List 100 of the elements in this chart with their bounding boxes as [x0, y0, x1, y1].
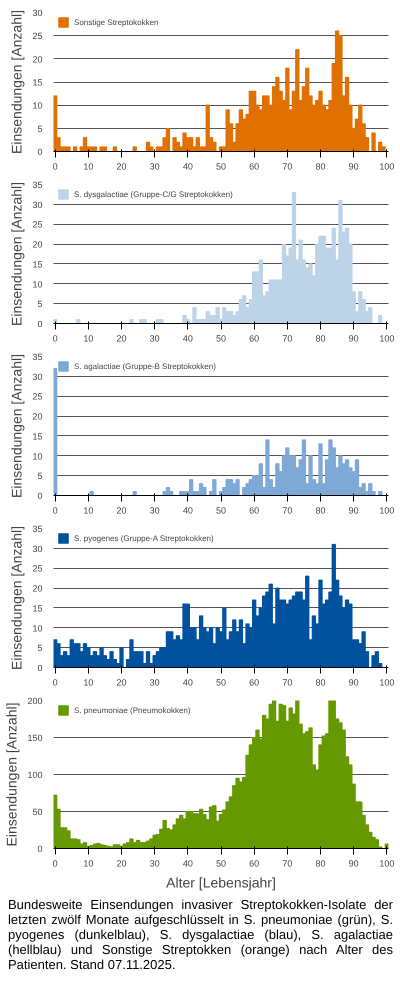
- x-tick-label: 100: [379, 334, 394, 344]
- y-tick-label: 10: [32, 100, 43, 111]
- x-tick-label: 90: [348, 334, 359, 344]
- y-axis-title: Einsendungen [Anzahl]: [8, 354, 24, 498]
- legend-label: S. agalactiae (Gruppe-B Streptokokken): [74, 362, 216, 370]
- y-tick-label: 0: [37, 663, 43, 673]
- x-tick-label: 30: [150, 506, 160, 516]
- y-axis-title: Einsendungen [Anzahl]: [8, 526, 24, 670]
- x-tick-label: 70: [282, 858, 292, 868]
- x-tick-label: 10: [83, 678, 94, 688]
- y-axis-title: Einsendungen [Anzahl]: [3, 702, 20, 846]
- y-tick-label: 15: [32, 603, 43, 614]
- y-tick-label: 50: [32, 807, 43, 817]
- x-tick-label: 10: [83, 162, 94, 172]
- x-tick-label: 90: [348, 506, 359, 516]
- x-tick-label: 50: [216, 678, 226, 688]
- y-tick-label: 0: [37, 491, 43, 501]
- x-tick-label: 100: [379, 678, 394, 688]
- y-tick-label: 25: [32, 220, 43, 230]
- y-tick-label: 20: [32, 240, 43, 250]
- x-tick-label: 20: [116, 506, 127, 516]
- x-tick-label: 50: [216, 506, 226, 516]
- x-tick-label: 40: [182, 162, 193, 172]
- y-tick-label: 150: [27, 733, 43, 743]
- y-tick-label: 20: [32, 412, 43, 422]
- x-tick-label: 60: [249, 678, 260, 688]
- y-tick-label: 0: [37, 319, 43, 329]
- y-tick-label: 35: [32, 352, 43, 362]
- y-tick-label: 30: [32, 200, 43, 210]
- y-tick-label: 15: [32, 431, 43, 442]
- y-tick-label: 100: [27, 770, 43, 780]
- legend-label: Sonstige Streptokokken: [74, 18, 158, 26]
- x-tick-label: 10: [83, 506, 94, 516]
- x-tick-label: 20: [116, 858, 127, 868]
- y-tick-label: 5: [37, 643, 43, 654]
- x-tick-label: 80: [316, 506, 326, 516]
- legend-label: S. pyogenes (Gruppe-A Streptokokken): [74, 534, 214, 542]
- x-tick-label: 80: [316, 334, 326, 344]
- x-tick-label: 70: [282, 162, 292, 172]
- x-tick-label: 70: [282, 334, 292, 344]
- x-tick-label: 60: [249, 334, 260, 344]
- y-tick-label: 10: [32, 279, 43, 290]
- x-tick-label: 70: [282, 678, 292, 688]
- y-tick-label: 25: [32, 31, 43, 42]
- x-tick-label: 100: [379, 162, 394, 172]
- x-tick-label: 0: [52, 334, 58, 344]
- x-tick-label: 40: [182, 858, 193, 868]
- x-tick-label: 0: [52, 506, 58, 516]
- x-tick-label: 0: [52, 162, 58, 172]
- x-tick-label: 80: [316, 858, 326, 868]
- x-tick-label: 80: [316, 162, 326, 172]
- x-tick-label: 20: [116, 334, 127, 344]
- x-tick-label: 70: [282, 506, 292, 516]
- x-tick-label: 10: [83, 858, 94, 868]
- x-axis-title: Alter [Lebensjahr]: [166, 874, 276, 890]
- y-tick-label: 200: [27, 696, 43, 706]
- x-tick-label: 40: [182, 506, 193, 516]
- x-tick-label: 30: [150, 678, 160, 688]
- y-tick-label: 5: [37, 124, 43, 134]
- text: Bundesweite Einsendungen invasiver Streptokokken-Isolate der letzten zwölf Monate aufgeschlüsselt in S. pneumoniae (grün), S. pyogenes (dunkelblau), S. dysgalactiae (blau), S. agalactiae (hellblau) und Sonstige Streptokken (orange) nach Alter des Patienten. Stand 07.11.2025.: [8, 897, 393, 973]
- x-tick-label: 50: [216, 162, 226, 172]
- y-tick-label: 35: [32, 180, 43, 190]
- y-tick-label: 5: [37, 299, 43, 310]
- legend-label: S. pneumoniae (Pneumokokken): [74, 706, 191, 714]
- y-tick-label: 0: [37, 844, 43, 854]
- x-tick-label: 20: [116, 162, 127, 172]
- y-tick-label: 30: [32, 372, 43, 382]
- x-tick-label: 40: [182, 334, 193, 344]
- x-tick-label: 90: [348, 678, 359, 688]
- y-tick-label: 0: [37, 147, 43, 157]
- x-tick-label: 50: [216, 334, 226, 344]
- x-tick-label: 30: [150, 334, 160, 344]
- y-tick-label: 10: [32, 451, 43, 462]
- y-tick-label: 25: [32, 392, 43, 402]
- x-tick-label: 30: [150, 858, 160, 868]
- x-tick-label: 80: [316, 678, 326, 688]
- x-tick-label: 60: [249, 506, 260, 516]
- y-tick-label: 30: [32, 8, 43, 18]
- x-tick-label: 90: [348, 162, 359, 172]
- y-tick-label: 10: [32, 623, 43, 634]
- y-axis-title: Einsendungen [Anzahl]: [8, 10, 24, 154]
- x-tick-label: 20: [116, 678, 127, 688]
- y-tick-label: 25: [32, 564, 43, 574]
- legend-label: S. dysgalactiae (Gruppe-C/G Streptokokken): [74, 190, 233, 198]
- x-tick-label: 30: [150, 162, 160, 172]
- y-tick-label: 30: [32, 544, 43, 554]
- x-tick-label: 100: [379, 858, 394, 868]
- y-tick-label: 15: [32, 78, 43, 88]
- y-tick-label: 5: [37, 471, 43, 482]
- x-tick-label: 40: [182, 678, 193, 688]
- y-axis-title: Einsendungen [Anzahl]: [8, 182, 24, 326]
- x-tick-label: 60: [249, 162, 260, 172]
- x-tick-label: 90: [348, 858, 359, 868]
- y-tick-label: 20: [32, 54, 43, 64]
- x-tick-label: 0: [52, 858, 58, 868]
- x-tick-label: 10: [83, 334, 94, 344]
- x-tick-label: 0: [52, 678, 58, 688]
- y-tick-label: 20: [32, 584, 43, 594]
- y-tick-label: 35: [32, 524, 43, 534]
- y-tick-label: 15: [32, 259, 43, 270]
